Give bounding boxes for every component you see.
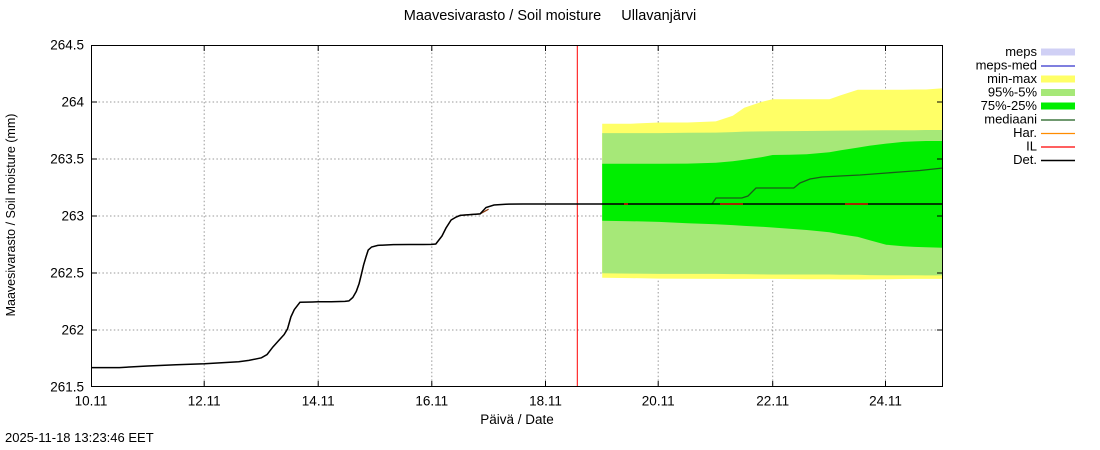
- svg-text:14.11: 14.11: [302, 394, 335, 409]
- svg-text:Päivä / Date: Päivä / Date: [480, 412, 554, 427]
- svg-text:261.5: 261.5: [50, 380, 84, 395]
- svg-text:Maavesivarasto / Soil moisture: Maavesivarasto / Soil moisture Ullavanjä…: [404, 8, 697, 24]
- svg-text:22.11: 22.11: [756, 394, 789, 409]
- svg-text:20.11: 20.11: [642, 394, 675, 409]
- svg-text:Maavesivarasto / Soil moisture: Maavesivarasto / Soil moisture (mm): [4, 114, 18, 317]
- svg-text:262.5: 262.5: [50, 266, 84, 281]
- svg-text:12.11: 12.11: [188, 394, 221, 409]
- svg-text:263.5: 263.5: [50, 152, 84, 167]
- svg-text:263: 263: [61, 209, 84, 224]
- svg-text:2025-11-18 13:23:46 EET: 2025-11-18 13:23:46 EET: [5, 430, 154, 445]
- svg-text:264: 264: [61, 95, 84, 110]
- svg-text:10.11: 10.11: [75, 394, 108, 409]
- svg-text:264.5: 264.5: [50, 38, 84, 53]
- svg-text:18.11: 18.11: [529, 394, 562, 409]
- svg-text:Det.: Det.: [1013, 152, 1037, 167]
- svg-text:16.11: 16.11: [415, 394, 448, 409]
- svg-text:262: 262: [61, 323, 84, 338]
- svg-text:24.11: 24.11: [869, 394, 902, 409]
